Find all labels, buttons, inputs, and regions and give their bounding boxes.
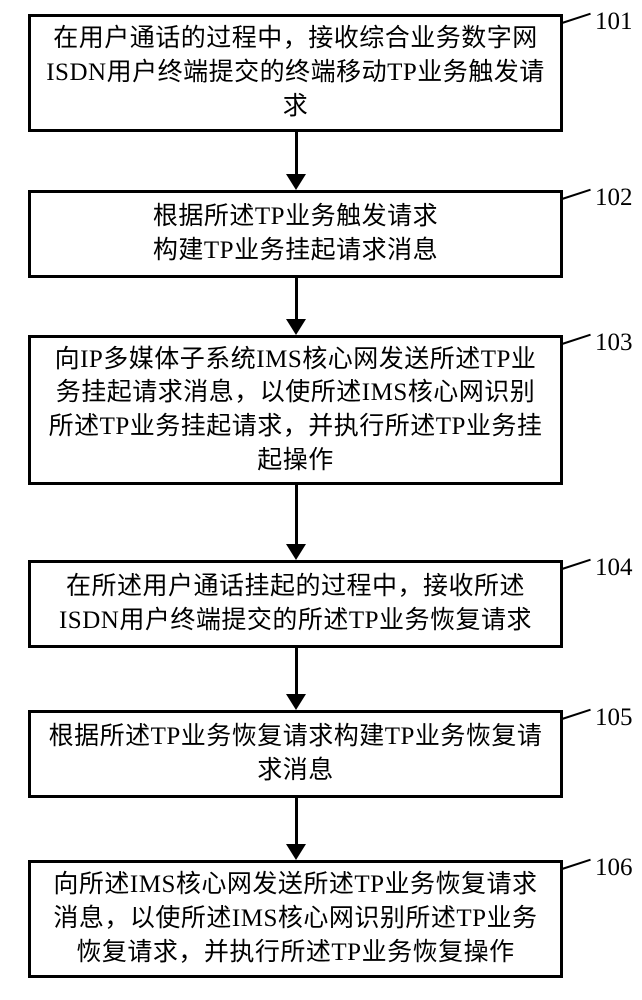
flow-node-106: 向所述IMS核心网发送所述TP业务恢复请求消息，以使所述IMS核心网识别所述TP… [28, 860, 563, 978]
label-tick [562, 334, 591, 345]
label-tick [562, 189, 591, 200]
flow-arrow-head [286, 844, 306, 860]
flow-node-text: 向IP多媒体子系统IMS核心网发送所述TP业务挂起请求消息，以使所述IMS核心网… [45, 343, 546, 478]
label-tick [562, 13, 591, 24]
flow-arrow-line [295, 132, 298, 174]
flow-arrow-line [295, 648, 298, 694]
flow-node-text: 在用户通话的过程中，接收综合业务数字网ISDN用户终端提交的终端移动TP业务触发… [45, 22, 546, 123]
flow-arrow-head [286, 174, 306, 190]
step-label-104: 104 [595, 554, 633, 582]
step-label-101: 101 [595, 8, 633, 36]
flow-arrow-line [295, 485, 298, 544]
label-tick [562, 859, 591, 870]
step-label-102: 102 [595, 184, 633, 212]
flow-node-104: 在所述用户通话挂起的过程中，接收所述ISDN用户终端提交的所述TP业务恢复请求 [28, 560, 563, 648]
flow-arrow-head [286, 319, 306, 335]
flow-arrow-line [295, 278, 298, 319]
flow-node-text: 向所述IMS核心网发送所述TP业务恢复请求消息，以使所述IMS核心网识别所述TP… [45, 868, 546, 969]
flow-node-101: 在用户通话的过程中，接收综合业务数字网ISDN用户终端提交的终端移动TP业务触发… [28, 14, 563, 132]
label-tick [562, 559, 591, 570]
step-label-105: 105 [595, 704, 633, 732]
flow-node-text: 根据所述TP业务恢复请求构建TP业务恢复请求消息 [45, 720, 546, 788]
step-label-103: 103 [595, 329, 633, 357]
label-tick [562, 709, 591, 720]
flow-arrow-head [286, 694, 306, 710]
flow-node-105: 根据所述TP业务恢复请求构建TP业务恢复请求消息 [28, 710, 563, 798]
flow-node-102: 根据所述TP业务触发请求构建TP业务挂起请求消息 [28, 190, 563, 278]
flow-arrow-head [286, 544, 306, 560]
step-label-106: 106 [595, 854, 633, 882]
flow-arrow-line [295, 798, 298, 844]
flow-node-103: 向IP多媒体子系统IMS核心网发送所述TP业务挂起请求消息，以使所述IMS核心网… [28, 335, 563, 485]
flowchart-canvas: 在用户通话的过程中，接收综合业务数字网ISDN用户终端提交的终端移动TP业务触发… [0, 0, 642, 1000]
flow-node-text: 在所述用户通话挂起的过程中，接收所述ISDN用户终端提交的所述TP业务恢复请求 [45, 570, 546, 638]
flow-node-text: 根据所述TP业务触发请求构建TP业务挂起请求消息 [153, 200, 438, 268]
